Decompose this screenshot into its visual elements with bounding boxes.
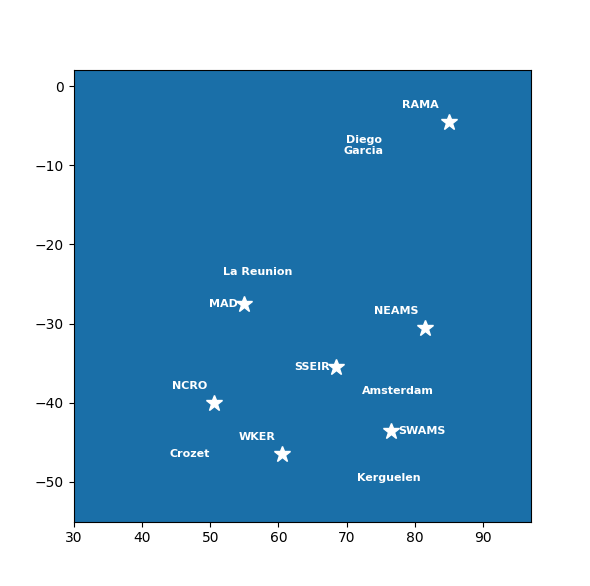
Text: RAMA: RAMA bbox=[402, 100, 439, 110]
Text: Amsterdam: Amsterdam bbox=[362, 386, 434, 396]
Text: La Reunion: La Reunion bbox=[224, 267, 293, 277]
Text: MAD: MAD bbox=[209, 299, 238, 309]
Text: WKER: WKER bbox=[238, 432, 275, 442]
Text: Kerguelen: Kerguelen bbox=[357, 473, 421, 483]
Text: SSEIR: SSEIR bbox=[294, 362, 330, 372]
Text: Crozet: Crozet bbox=[169, 449, 210, 459]
Text: SWAMS: SWAMS bbox=[398, 425, 445, 435]
Text: NEAMS: NEAMS bbox=[374, 306, 418, 316]
Text: NCRO: NCRO bbox=[172, 381, 207, 391]
Text: Diego
Garcia: Diego Garcia bbox=[344, 135, 384, 156]
